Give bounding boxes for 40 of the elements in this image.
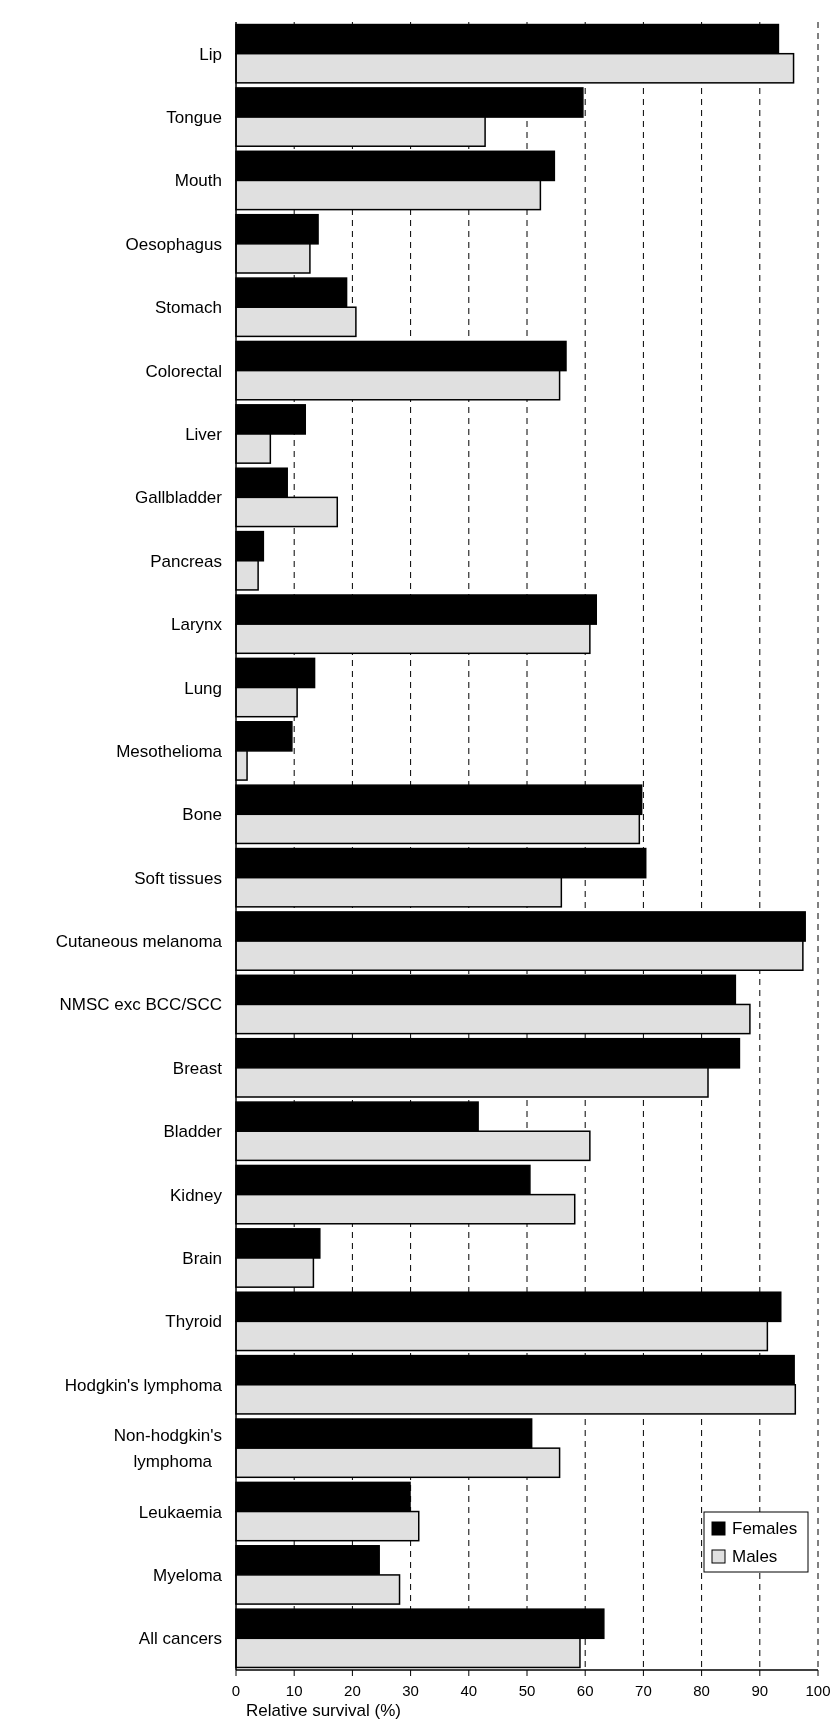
y-tick-label: Mesothelioma: [116, 741, 223, 761]
y-tick-label: Hodgkin's lymphoma: [64, 1375, 223, 1395]
x-tick-label: 70: [635, 1682, 652, 1699]
y-tick-label: Kidney: [170, 1185, 223, 1205]
y-tick-label: Gallbladder: [135, 488, 223, 508]
x-tick-label: 60: [576, 1682, 594, 1699]
y-tick-label: Larynx: [170, 615, 223, 635]
y-tick-label: Lung: [184, 678, 222, 698]
y-tick-label: Stomach: [154, 298, 222, 318]
x-tick-label: 0: [231, 1682, 241, 1699]
y-tick-label: All cancers: [138, 1629, 222, 1649]
y-tick-label: Bone: [182, 805, 222, 825]
y-tick-label: Oesophagus: [125, 234, 222, 254]
y-tick-label: Mouth: [174, 171, 222, 191]
x-tick-label: 20: [344, 1682, 361, 1699]
x-axis-title: Relative survival (%): [246, 1701, 401, 1720]
y-tick-label: Bladder: [163, 1122, 223, 1142]
y-tick-label: Colorectal: [145, 361, 222, 381]
legend-label: Males: [732, 1547, 778, 1566]
y-tick-label: Tongue: [166, 108, 222, 128]
y-tick-label: Thyroid: [165, 1312, 222, 1332]
x-tick-label: 90: [751, 1682, 769, 1699]
y-tick-label: Breast: [172, 1058, 223, 1078]
y-tick-label: Liver: [185, 425, 223, 444]
y-tick-label: Soft tissues: [134, 868, 222, 888]
y-tick-label: Lip: [199, 44, 222, 64]
x-tick-label: 30: [402, 1682, 419, 1699]
y-tick-label: Brain: [182, 1249, 222, 1268]
y-tick-label: Pancreas: [150, 551, 222, 571]
x-tick-label: 80: [693, 1682, 710, 1699]
x-tick-label: 10: [285, 1682, 303, 1699]
y-tick-label: Cutaneous melanoma: [55, 932, 223, 952]
y-tick-label: NMSC exc BCC/SCC: [59, 995, 222, 1015]
y-tick-label: Non-hodgkin's lymphoma: [113, 1426, 222, 1472]
legend-label: Females: [732, 1519, 798, 1538]
y-tick-label: Leukaemia: [138, 1502, 223, 1522]
x-tick-label: 40: [460, 1682, 478, 1699]
y-tick-label: Myeloma: [153, 1565, 223, 1585]
x-tick-label: 100: [805, 1682, 831, 1699]
x-tick-label: 50: [518, 1682, 536, 1699]
